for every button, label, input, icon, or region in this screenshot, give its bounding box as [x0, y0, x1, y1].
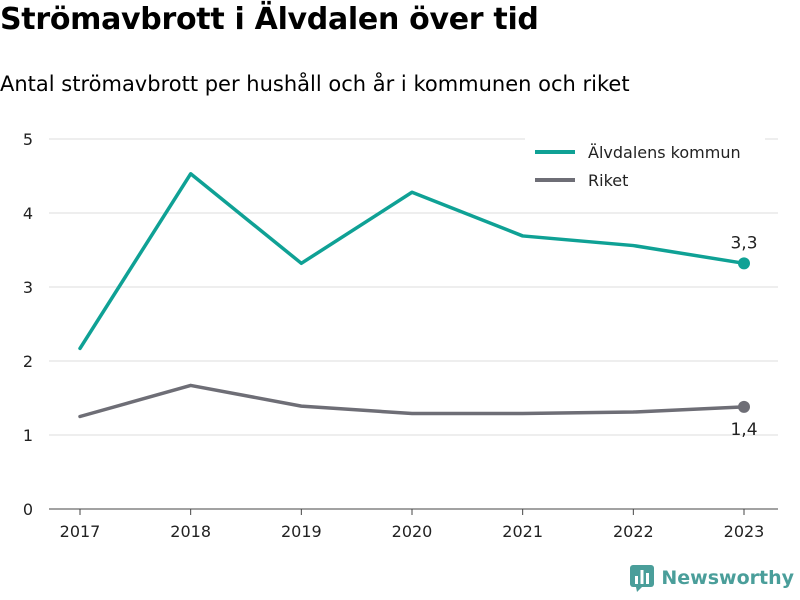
- series-line-riket: [78, 383, 746, 419]
- legend-box: [525, 136, 765, 198]
- x-tick-label-2023: 2023: [724, 522, 765, 541]
- y-tick-label-2: 2: [23, 352, 33, 371]
- brand: Newsworthy: [629, 564, 794, 592]
- series-end-point-riket: [738, 400, 750, 413]
- data-label-riket: 1,4: [730, 420, 757, 440]
- x-tick-label-2022: 2022: [613, 522, 654, 541]
- series-end-point-alvdalen: [738, 257, 750, 270]
- x-tick-label-2020: 2020: [392, 522, 433, 541]
- legend-label-riket: Riket: [588, 171, 628, 190]
- y-tick-label-4: 4: [23, 204, 33, 223]
- x-tick-label-2018: 2018: [170, 522, 211, 541]
- y-tick-label-0: 0: [23, 500, 33, 519]
- y-tick-label-5: 5: [23, 130, 33, 149]
- y-tick-label-3: 3: [23, 278, 33, 297]
- y-tick-label-1: 1: [23, 426, 33, 445]
- series-line-alvdalen: [78, 172, 746, 351]
- x-tick-label-2019: 2019: [281, 522, 322, 541]
- newsworthy-logo-icon: [630, 565, 655, 592]
- data-label-alvdalen: 3,3: [730, 233, 757, 253]
- x-tick-label-2021: 2021: [502, 522, 543, 541]
- page-subtitle: Antal strömavbrott per hushåll och år i …: [0, 72, 630, 96]
- legend-label-alvdalen: Älvdalens kommun: [588, 143, 741, 162]
- x-tick-label-2017: 2017: [60, 522, 101, 541]
- page-title: Strömavbrott i Älvdalen över tid: [0, 2, 539, 37]
- brand-name: Newsworthy: [661, 567, 794, 589]
